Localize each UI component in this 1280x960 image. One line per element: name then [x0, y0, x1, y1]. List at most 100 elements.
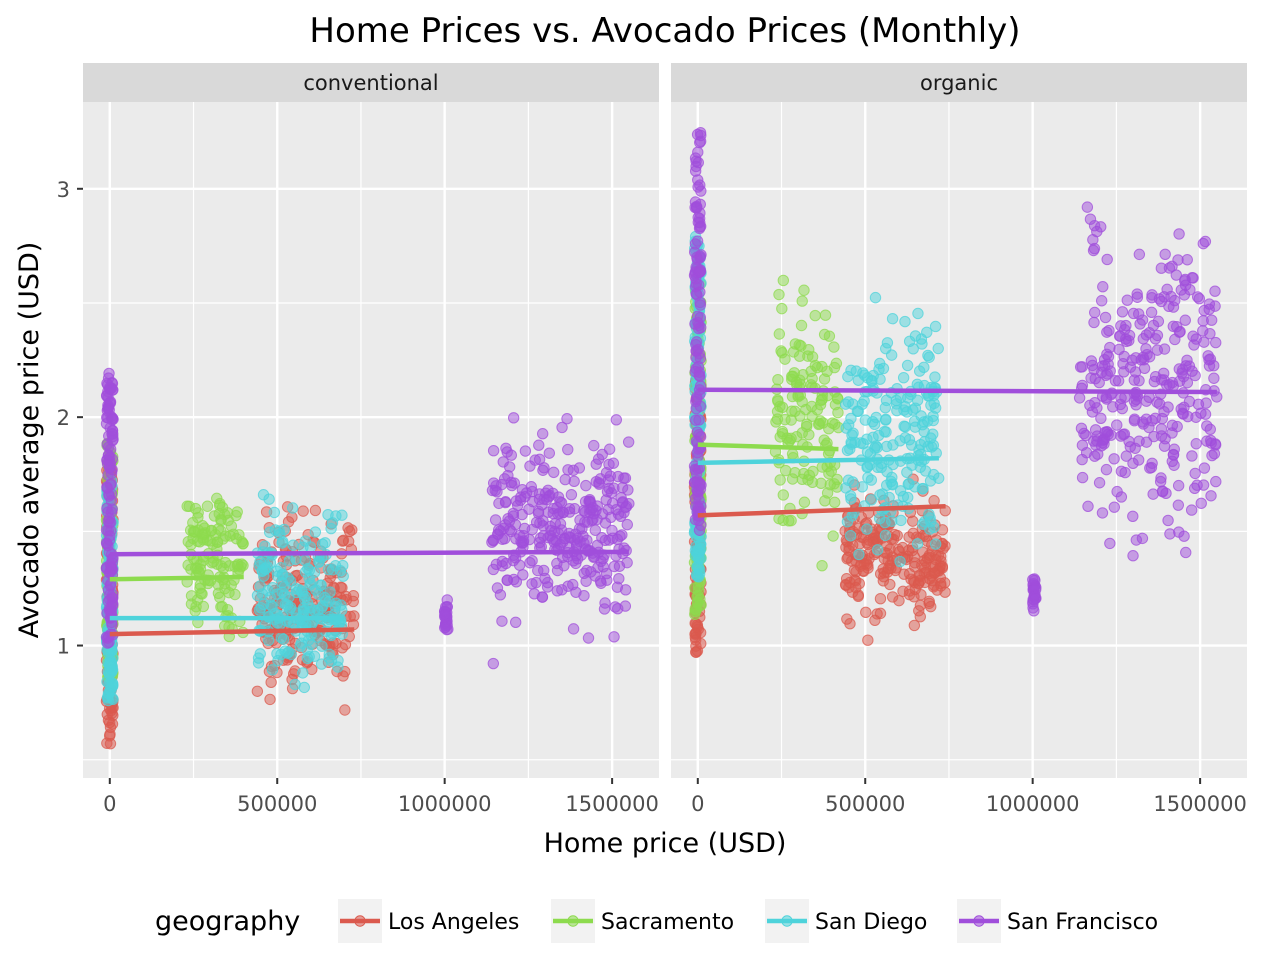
legend-label-san-diego: San Diego [815, 910, 927, 935]
data-point-sacramento [215, 525, 227, 537]
data-point-san-francisco [690, 351, 702, 364]
data-point-san-francisco [603, 443, 616, 455]
data-point-san-diego [894, 555, 906, 568]
data-point-san-francisco [693, 524, 706, 536]
data-point-san-francisco [1093, 477, 1106, 489]
data-point-san-francisco [1088, 316, 1100, 329]
data-point-san-francisco [1188, 482, 1201, 495]
data-point-san-diego [881, 337, 894, 349]
legend-label-sacramento: Sacramento [601, 910, 734, 935]
data-point-san-diego [326, 517, 339, 529]
data-point-san-francisco [528, 588, 540, 600]
x-tick-label: 1000000 [986, 792, 1080, 816]
data-point-sacramento [818, 373, 831, 385]
data-point-san-francisco [1118, 350, 1130, 363]
data-point-san-francisco [612, 508, 625, 520]
data-point-san-francisco [547, 487, 559, 500]
data-point-los-angeles [860, 606, 872, 619]
data-point-san-diego [912, 307, 924, 320]
data-point-san-francisco [1180, 546, 1192, 559]
data-point-san-francisco [1121, 294, 1134, 306]
data-point-san-diego [897, 371, 910, 384]
data-point-san-francisco [589, 524, 602, 536]
data-point-san-francisco [505, 476, 517, 489]
data-point-san-francisco [599, 597, 611, 609]
data-point-san-francisco [509, 616, 522, 629]
data-point-san-francisco [1154, 475, 1167, 488]
data-point-san-diego [868, 418, 881, 431]
data-point-san-diego [262, 634, 275, 647]
data-point-san-francisco [562, 464, 574, 476]
data-point-los-angeles [936, 560, 949, 573]
data-point-sacramento [821, 487, 834, 499]
data-point-san-diego [902, 392, 914, 404]
data-point-san-diego [841, 444, 854, 457]
data-point-san-francisco [694, 479, 706, 491]
data-point-san-francisco [1179, 273, 1191, 286]
data-point-san-francisco [520, 487, 533, 499]
data-point-san-diego [897, 490, 910, 503]
data-point-san-francisco [690, 200, 703, 213]
data-point-san-francisco [1099, 311, 1112, 324]
data-point-san-francisco [580, 575, 592, 587]
panel-organic: organic 0 500000 1000000 1500000 [671, 63, 1247, 816]
data-point-san-diego [869, 442, 881, 454]
data-point-san-francisco [1151, 344, 1164, 356]
data-point-los-angeles [914, 574, 926, 587]
data-point-san-francisco [1195, 407, 1207, 419]
data-point-sacramento [197, 534, 209, 546]
data-point-sacramento [690, 604, 703, 616]
data-point-sacramento [185, 539, 197, 551]
data-point-sacramento [828, 496, 841, 509]
data-point-san-francisco [103, 512, 116, 525]
data-point-sacramento [790, 430, 803, 443]
data-point-san-diego [692, 562, 705, 575]
data-point-san-francisco [503, 515, 516, 527]
data-point-sacramento [201, 500, 214, 512]
data-point-san-diego [871, 544, 884, 556]
data-point-san-diego [853, 548, 865, 561]
data-point-san-francisco [1145, 306, 1158, 319]
data-point-san-francisco [536, 428, 549, 440]
data-point-san-francisco [496, 533, 509, 545]
data-point-san-francisco [1165, 290, 1177, 303]
data-point-san-francisco [1076, 361, 1088, 373]
data-point-sacramento [689, 582, 701, 594]
data-point-los-angeles [878, 570, 890, 583]
data-point-san-francisco [1205, 490, 1217, 502]
data-point-san-francisco [578, 504, 590, 517]
panel-organic-x-axis: 0 500000 1000000 1500000 [691, 778, 1247, 816]
data-point-san-francisco [1206, 449, 1218, 462]
data-point-san-francisco [1159, 248, 1171, 260]
data-point-san-diego [282, 646, 295, 658]
x-tick-label: 0 [691, 792, 704, 816]
data-point-san-francisco [1204, 327, 1216, 340]
data-point-san-francisco [1183, 395, 1196, 408]
data-point-san-francisco [694, 431, 707, 443]
data-point-san-francisco [1209, 285, 1221, 297]
data-point-san-diego [266, 664, 279, 676]
data-point-sacramento [798, 496, 811, 508]
data-point-san-diego [878, 425, 891, 438]
data-point-los-angeles [251, 685, 264, 697]
panel-organic-label: organic [920, 71, 998, 95]
data-point-sacramento [786, 473, 799, 485]
data-point-san-diego [845, 493, 857, 505]
data-point-san-francisco [1172, 499, 1185, 511]
data-point-san-francisco [596, 508, 609, 520]
data-point-san-francisco [619, 584, 632, 596]
data-point-sacramento [798, 284, 810, 296]
data-point-los-angeles [892, 543, 904, 556]
data-point-san-francisco [1091, 430, 1103, 442]
data-point-sacramento [816, 559, 828, 572]
data-point-sacramento [773, 288, 785, 301]
data-point-san-francisco [1171, 320, 1183, 333]
data-point-san-diego [316, 640, 328, 652]
y-tick-label: 3 [57, 178, 70, 202]
data-point-los-angeles [874, 593, 887, 605]
data-point-sacramento [830, 357, 843, 370]
data-point-san-francisco [1208, 360, 1220, 372]
data-point-san-francisco [608, 631, 620, 643]
data-point-san-francisco [1130, 534, 1143, 546]
x-tick-label: 500000 [237, 792, 317, 816]
